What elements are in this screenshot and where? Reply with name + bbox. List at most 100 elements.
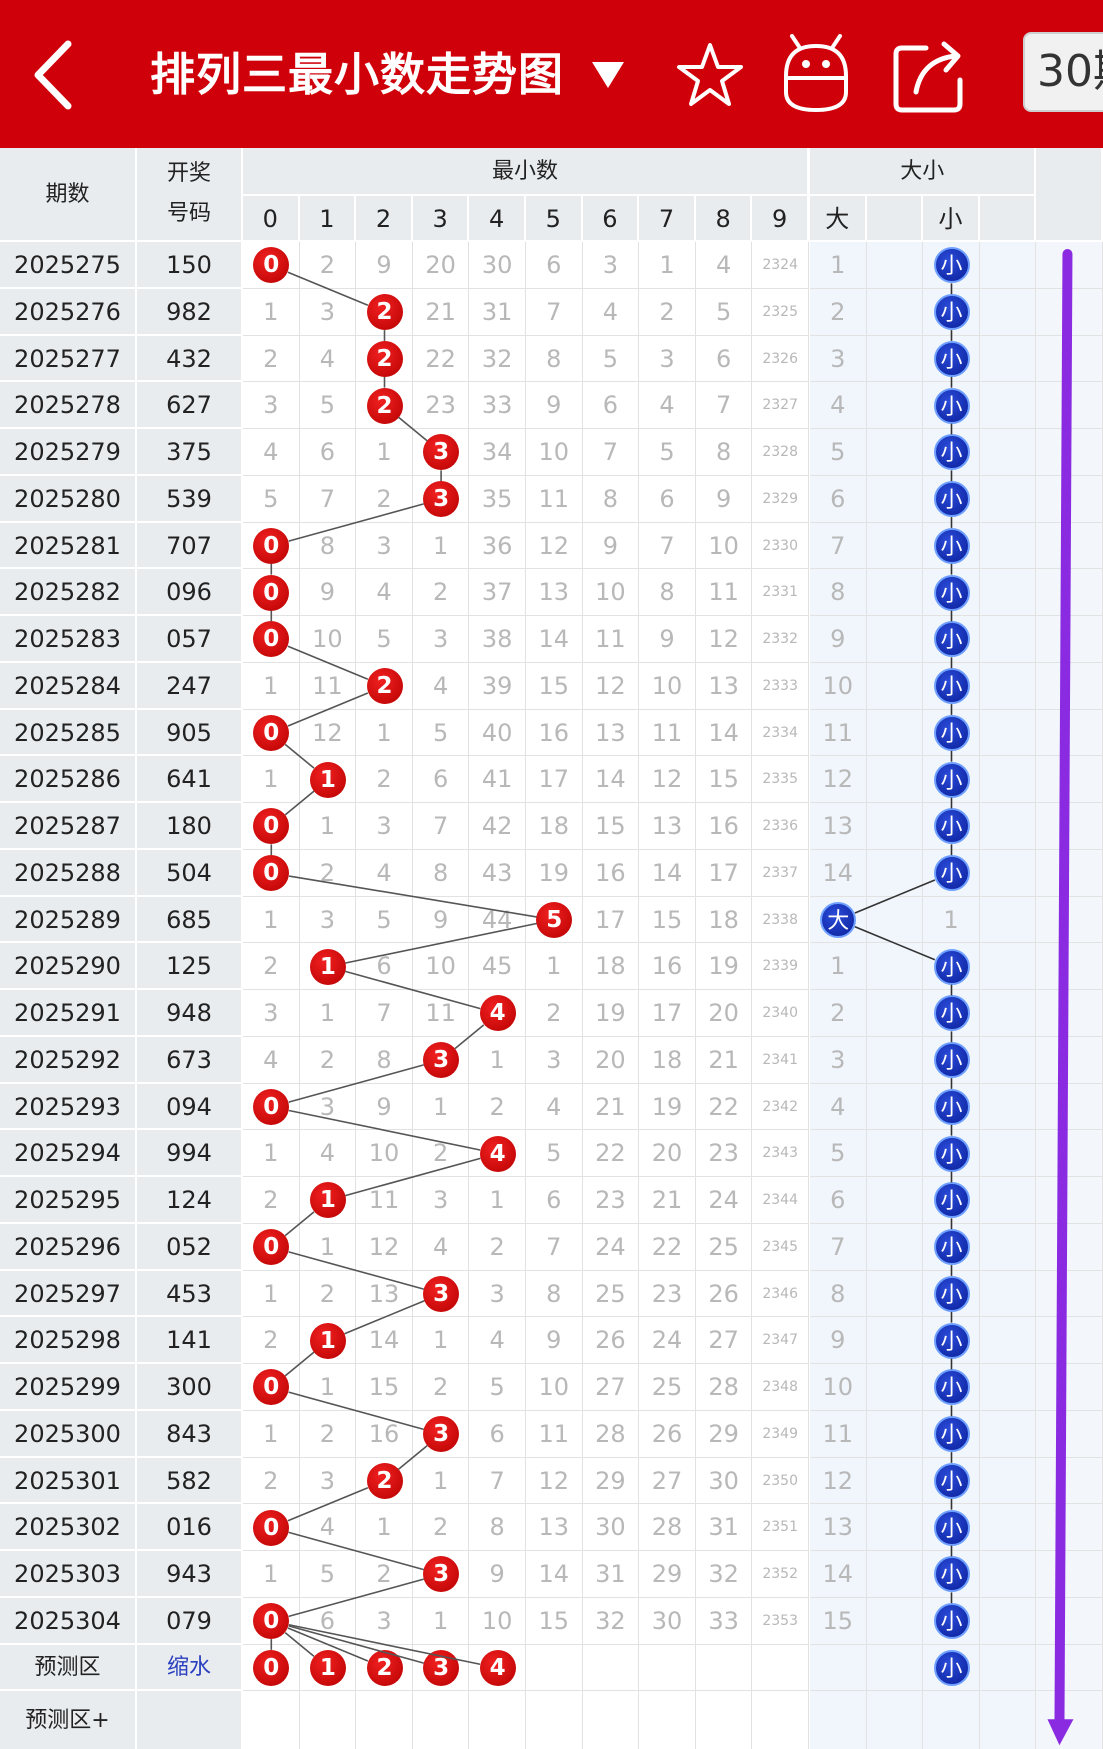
- tail-cell: [1036, 1083, 1103, 1131]
- missing-count-cell: 10: [299, 616, 357, 663]
- prediction-plus-cell[interactable]: [696, 1691, 753, 1749]
- prediction-plus-bs-cell[interactable]: [979, 1691, 1037, 1749]
- prediction-plus-cell[interactable]: [356, 1691, 413, 1749]
- draw-numbers-cell: 707: [137, 522, 243, 570]
- min-digit-ball: 1: [309, 948, 346, 985]
- missing-count-cell: 4: [356, 569, 413, 616]
- min-digit-ball: 1: [309, 1182, 346, 1219]
- star-icon[interactable]: [675, 40, 745, 110]
- dropdown-triangle-icon[interactable]: [590, 58, 626, 90]
- prediction-cell[interactable]: [469, 1644, 526, 1692]
- bs-missing-cell: 10: [810, 1364, 867, 1411]
- prediction-plus-cell[interactable]: [583, 1691, 640, 1749]
- prediction-plus-nums: [137, 1691, 243, 1749]
- missing-count-cell: 41: [469, 756, 526, 803]
- missing-count-cell: 11: [639, 709, 696, 757]
- prediction-plus-cell[interactable]: [469, 1691, 526, 1749]
- missing-count-cell: 2332: [752, 616, 809, 663]
- missing-count-cell: 1: [299, 990, 357, 1037]
- bs-missing-cell: [866, 803, 924, 850]
- missing-count-cell: 7: [412, 803, 470, 850]
- bs-extra-cell: [979, 1551, 1037, 1598]
- tail-cell: [1036, 569, 1103, 616]
- period-cell: 2025284: [0, 662, 137, 710]
- back-arrow-icon[interactable]: [28, 38, 78, 112]
- draw-numbers-cell: 016: [137, 1504, 243, 1551]
- bs-missing-cell: 12: [810, 756, 867, 803]
- prediction-bs-ball[interactable]: 小: [933, 1649, 970, 1686]
- bs-missing-cell: [866, 1410, 924, 1458]
- prediction-cell[interactable]: [639, 1644, 696, 1692]
- share-icon[interactable]: [890, 36, 970, 116]
- missing-count-cell: 12: [582, 662, 640, 710]
- missing-count-cell: 3: [356, 803, 413, 850]
- missing-count-cell: 16: [695, 803, 753, 850]
- missing-count-cell: 10: [582, 569, 640, 616]
- prediction-plus-bs-cell[interactable]: [923, 1691, 980, 1749]
- prediction-bs-cell[interactable]: [810, 1644, 867, 1692]
- tail-cell: [1036, 242, 1103, 289]
- prediction-plus-cell[interactable]: [752, 1691, 809, 1749]
- page-title[interactable]: 排列三最小数走势图: [150, 48, 565, 101]
- tail-cell: [1036, 1036, 1103, 1084]
- big-small-ball: 小: [933, 294, 970, 331]
- prediction-ball[interactable]: 1: [309, 1649, 346, 1686]
- missing-count-cell: 16: [526, 709, 583, 757]
- min-digit-ball: 3: [423, 1556, 460, 1593]
- missing-count-cell: 2336: [752, 803, 809, 850]
- tail-cell: [1036, 288, 1103, 336]
- draw-numbers-cell: 052: [137, 1223, 243, 1271]
- missing-count-cell: 2325: [752, 288, 809, 336]
- prediction-plus-cell[interactable]: [300, 1691, 357, 1749]
- prediction-plus-bs-cell[interactable]: [810, 1691, 867, 1749]
- tail-cell: [1036, 475, 1103, 523]
- draw-numbers-cell: 057: [137, 616, 243, 663]
- shrink-link[interactable]: 缩水: [137, 1644, 243, 1692]
- bs-header-0: 大: [810, 196, 867, 242]
- missing-count-cell: 3: [299, 1083, 357, 1131]
- prediction-cell[interactable]: [243, 1644, 300, 1692]
- prediction-ball[interactable]: 3: [423, 1649, 460, 1686]
- min-digit-ball: 1: [309, 1322, 346, 1359]
- robot-icon[interactable]: [780, 32, 852, 114]
- missing-count-cell: 9: [526, 382, 583, 429]
- draw-numbers-cell: 943: [137, 1551, 243, 1598]
- prediction-plus-cell[interactable]: [413, 1691, 470, 1749]
- prediction-plus-cell[interactable]: [243, 1691, 300, 1749]
- prediction-cell[interactable]: [356, 1644, 413, 1692]
- prediction-cell[interactable]: [695, 1644, 753, 1692]
- prediction-cell[interactable]: [582, 1644, 640, 1692]
- prediction-cell[interactable]: [752, 1644, 809, 1692]
- draw-numbers-cell: 096: [137, 569, 243, 616]
- missing-count-cell: 28: [695, 1364, 753, 1411]
- bs-extra-cell: [979, 709, 1037, 757]
- bs-extra-cell: [979, 896, 1037, 944]
- prediction-ball[interactable]: 0: [253, 1649, 290, 1686]
- prediction-plus-cell[interactable]: [526, 1691, 583, 1749]
- period-selector[interactable]: 30期: [1023, 32, 1103, 112]
- missing-count-cell: 23: [695, 1130, 753, 1177]
- prediction-bs-cell[interactable]: [866, 1644, 924, 1692]
- prediction-plus-bs-cell[interactable]: [866, 1691, 924, 1749]
- digit-cell: [412, 1036, 470, 1084]
- prediction-cell[interactable]: [412, 1644, 470, 1692]
- bs-missing-cell: 10: [810, 662, 867, 710]
- prediction-ball[interactable]: 4: [479, 1649, 516, 1686]
- missing-count-cell: 16: [582, 849, 640, 897]
- prediction-ball[interactable]: 2: [366, 1649, 403, 1686]
- big-small-ball: 小: [933, 340, 970, 377]
- missing-count-cell: 17: [639, 990, 696, 1037]
- bs-missing-cell: 5: [810, 429, 867, 476]
- missing-count-cell: 30: [639, 1597, 696, 1645]
- prediction-cell[interactable]: [299, 1644, 357, 1692]
- bs-missing-cell: [866, 569, 924, 616]
- prediction-bs-cell[interactable]: [979, 1644, 1037, 1692]
- numbers-header-line1: 开奖: [166, 161, 211, 186]
- bs-missing-cell: 1: [923, 896, 980, 944]
- big-small-ball: 小: [933, 1135, 970, 1172]
- prediction-plus-cell[interactable]: [639, 1691, 696, 1749]
- prediction-cell[interactable]: [526, 1644, 583, 1692]
- missing-count-cell: 12: [526, 522, 583, 570]
- bs-missing-cell: 5: [810, 1130, 867, 1177]
- bs-missing-cell: [866, 1457, 924, 1505]
